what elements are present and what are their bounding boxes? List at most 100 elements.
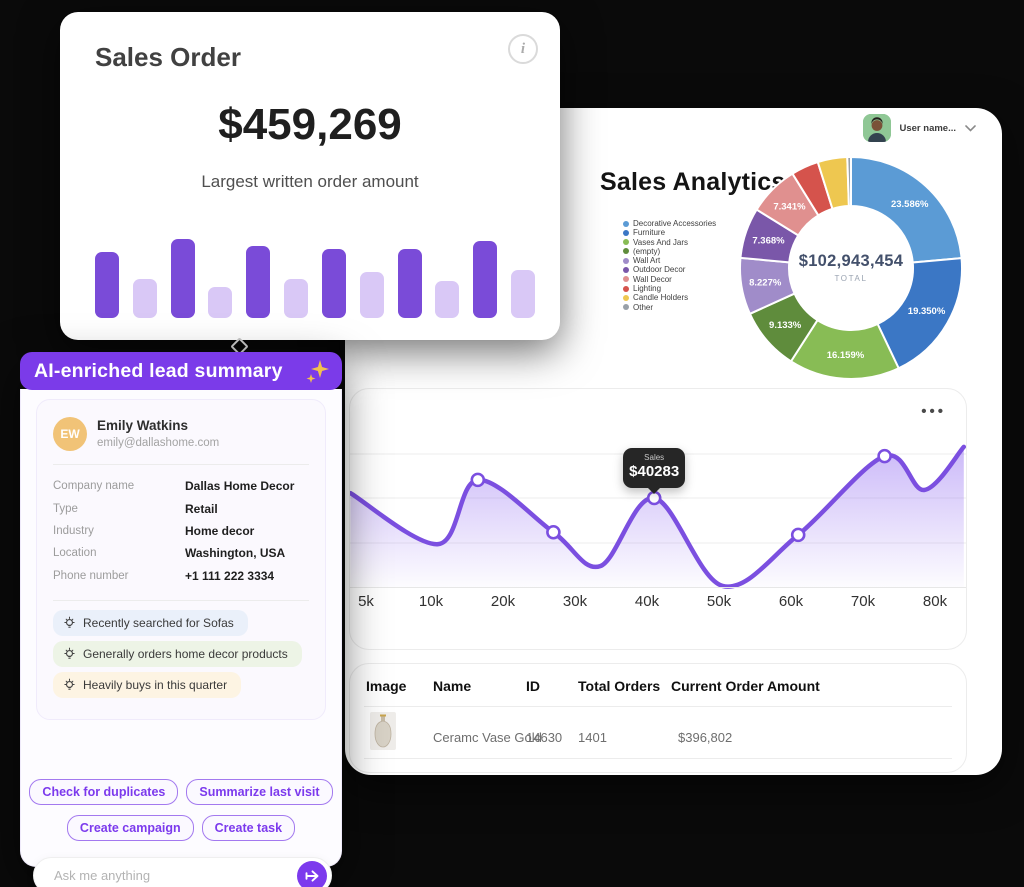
col-header-total-orders: Total Orders bbox=[578, 678, 661, 694]
legend-item[interactable]: Lighting bbox=[623, 284, 716, 294]
legend-item[interactable]: Decorative Accessories bbox=[623, 219, 717, 228]
ask-anything-bar bbox=[33, 857, 332, 887]
legend-label: Wall Decor bbox=[633, 274, 672, 284]
order-bar[interactable] bbox=[208, 287, 233, 318]
lead-field-row: Type Retail bbox=[53, 498, 311, 518]
data-point-marker[interactable] bbox=[790, 527, 806, 543]
legend-item[interactable]: Outdoor Decor bbox=[623, 265, 716, 275]
sales-tooltip: Sales $40283 bbox=[623, 448, 686, 494]
order-bar[interactable] bbox=[510, 270, 535, 318]
lead-name: Emily Watkins bbox=[97, 418, 189, 433]
legend-item[interactable]: Vases And Jars bbox=[623, 237, 716, 247]
legend-item[interactable]: Candle Holders bbox=[623, 294, 716, 302]
donut-slice-other[interactable] bbox=[846, 156, 852, 208]
legend-label: Wall Art bbox=[633, 256, 661, 266]
legend-item[interactable]: Furniture bbox=[623, 229, 716, 237]
x-tick-label: 40k bbox=[634, 593, 660, 610]
order-bar[interactable] bbox=[95, 252, 119, 318]
lightbulb-icon bbox=[64, 678, 75, 690]
cell-total-orders: 1401 bbox=[578, 730, 607, 745]
field-value: +1 111 222 3334 bbox=[185, 568, 275, 583]
lead-actions-row-1: Check for duplicates Summarize last visit bbox=[21, 779, 341, 805]
insight-tag[interactable]: Generally orders home decor products bbox=[53, 641, 302, 667]
x-tick-label: 60k bbox=[778, 593, 804, 610]
legend-item[interactable]: Wall Art bbox=[623, 256, 716, 266]
legend-label: Decorative Accessories bbox=[633, 219, 717, 228]
lead-field-row: Phone number +1 111 222 3334 bbox=[53, 566, 311, 586]
lead-insights: Recently searched for Sofas Generally ord… bbox=[53, 610, 302, 698]
ai-lead-summary-card: EW Emily Watkins emily@dallashome.com Co… bbox=[20, 352, 342, 887]
avatar-face-icon bbox=[862, 114, 891, 142]
order-bar[interactable] bbox=[397, 249, 422, 318]
more-menu-icon[interactable]: ••• bbox=[921, 403, 946, 420]
lead-field-row: Location Washington, USA bbox=[53, 543, 311, 563]
lead-card-title: AI-enriched lead summary bbox=[34, 359, 283, 382]
largest-order-amount: $459,269 bbox=[218, 100, 402, 149]
info-icon[interactable]: i bbox=[508, 34, 538, 64]
legend-label: Lighting bbox=[633, 284, 662, 294]
cell-id: 14630 bbox=[526, 730, 563, 745]
x-tick-label: 5k bbox=[358, 593, 374, 610]
sales-order-card: Sales Order i $459,269 Largest written o… bbox=[60, 12, 560, 340]
legend-item[interactable]: Other bbox=[623, 303, 716, 311]
field-label: Type bbox=[53, 502, 78, 515]
lead-field-row: Industry Home decor bbox=[53, 521, 311, 541]
legend-dot bbox=[623, 229, 629, 236]
order-bar[interactable] bbox=[132, 279, 157, 318]
x-tick-label: 10k bbox=[418, 593, 444, 610]
field-label: Industry bbox=[53, 524, 94, 537]
create-campaign-button[interactable]: Create campaign bbox=[66, 815, 194, 841]
order-bar[interactable] bbox=[284, 279, 309, 318]
data-point-marker[interactable] bbox=[546, 524, 561, 540]
legend-label: Vases And Jars bbox=[633, 237, 688, 247]
legend-item[interactable]: (empty) bbox=[623, 246, 716, 256]
legend-label: Outdoor Decor bbox=[633, 265, 686, 275]
cell-name[interactable]: Ceramc Vase Gold bbox=[433, 730, 542, 745]
insight-tag[interactable]: Recently searched for Sofas bbox=[53, 610, 248, 636]
order-bar[interactable] bbox=[359, 272, 384, 318]
donut-slice-label: 8.227% bbox=[749, 277, 782, 288]
order-bar[interactable] bbox=[246, 246, 271, 318]
sales-analytics-dashboard-card: User name... Sales Analytics Decorative … bbox=[345, 108, 1002, 775]
user-name-label: User name... bbox=[899, 122, 957, 134]
insight-text: Recently searched for Sofas bbox=[83, 616, 234, 630]
order-bar[interactable] bbox=[473, 241, 498, 318]
donut-slice-label: 7.368% bbox=[752, 235, 785, 246]
legend-label: (empty) bbox=[633, 246, 661, 256]
divider bbox=[53, 464, 309, 465]
insight-tag[interactable]: Heavily buys in this quarter bbox=[53, 672, 242, 698]
send-button[interactable] bbox=[297, 861, 327, 887]
table-divider bbox=[364, 758, 952, 759]
data-point-marker[interactable] bbox=[877, 448, 892, 464]
lightbulb-icon bbox=[64, 616, 75, 628]
summarize-last-visit-button[interactable]: Summarize last visit bbox=[186, 779, 333, 805]
field-label: Location bbox=[53, 547, 97, 560]
legend-dot bbox=[623, 257, 629, 264]
order-bar[interactable] bbox=[321, 249, 346, 318]
col-header-image: Image bbox=[366, 678, 407, 694]
donut-legend: Decorative Accessories Furniture Vases And… bbox=[623, 220, 716, 311]
legend-dot bbox=[623, 285, 629, 292]
order-bar[interactable] bbox=[435, 281, 460, 318]
chevron-down-icon bbox=[965, 124, 976, 132]
sales-line-chart-card: ••• 5k 10k 20k 30k 40k 50k 60k 70k 80k Sales $40… bbox=[349, 388, 967, 650]
x-tick-label: 80k bbox=[922, 593, 948, 610]
legend-dot bbox=[623, 220, 629, 227]
lightbulb-icon bbox=[64, 647, 75, 659]
x-axis-line bbox=[350, 587, 966, 588]
order-bar[interactable] bbox=[170, 239, 195, 318]
data-point-marker[interactable] bbox=[470, 472, 486, 488]
create-task-button[interactable]: Create task bbox=[201, 815, 296, 841]
donut-slice-label: 16.159% bbox=[827, 350, 865, 361]
legend-item[interactable]: Wall Decor bbox=[623, 274, 716, 284]
field-value: Retail bbox=[185, 501, 218, 516]
legend-dot bbox=[623, 294, 629, 301]
x-tick-label: 20k bbox=[490, 593, 516, 610]
user-menu[interactable]: User name... bbox=[862, 114, 977, 142]
check-for-duplicates-button[interactable]: Check for duplicates bbox=[29, 779, 179, 805]
lead-card-body: EW Emily Watkins emily@dallashome.com Co… bbox=[20, 389, 342, 887]
ask-anything-input[interactable] bbox=[52, 858, 282, 887]
insight-text: Heavily buys in this quarter bbox=[83, 678, 228, 692]
product-image-ceramic-vase[interactable] bbox=[370, 712, 396, 750]
donut-chart: 23.586% 19.350% 16.159% 9.133% 8.227% 7.368% 7… bbox=[736, 153, 966, 383]
